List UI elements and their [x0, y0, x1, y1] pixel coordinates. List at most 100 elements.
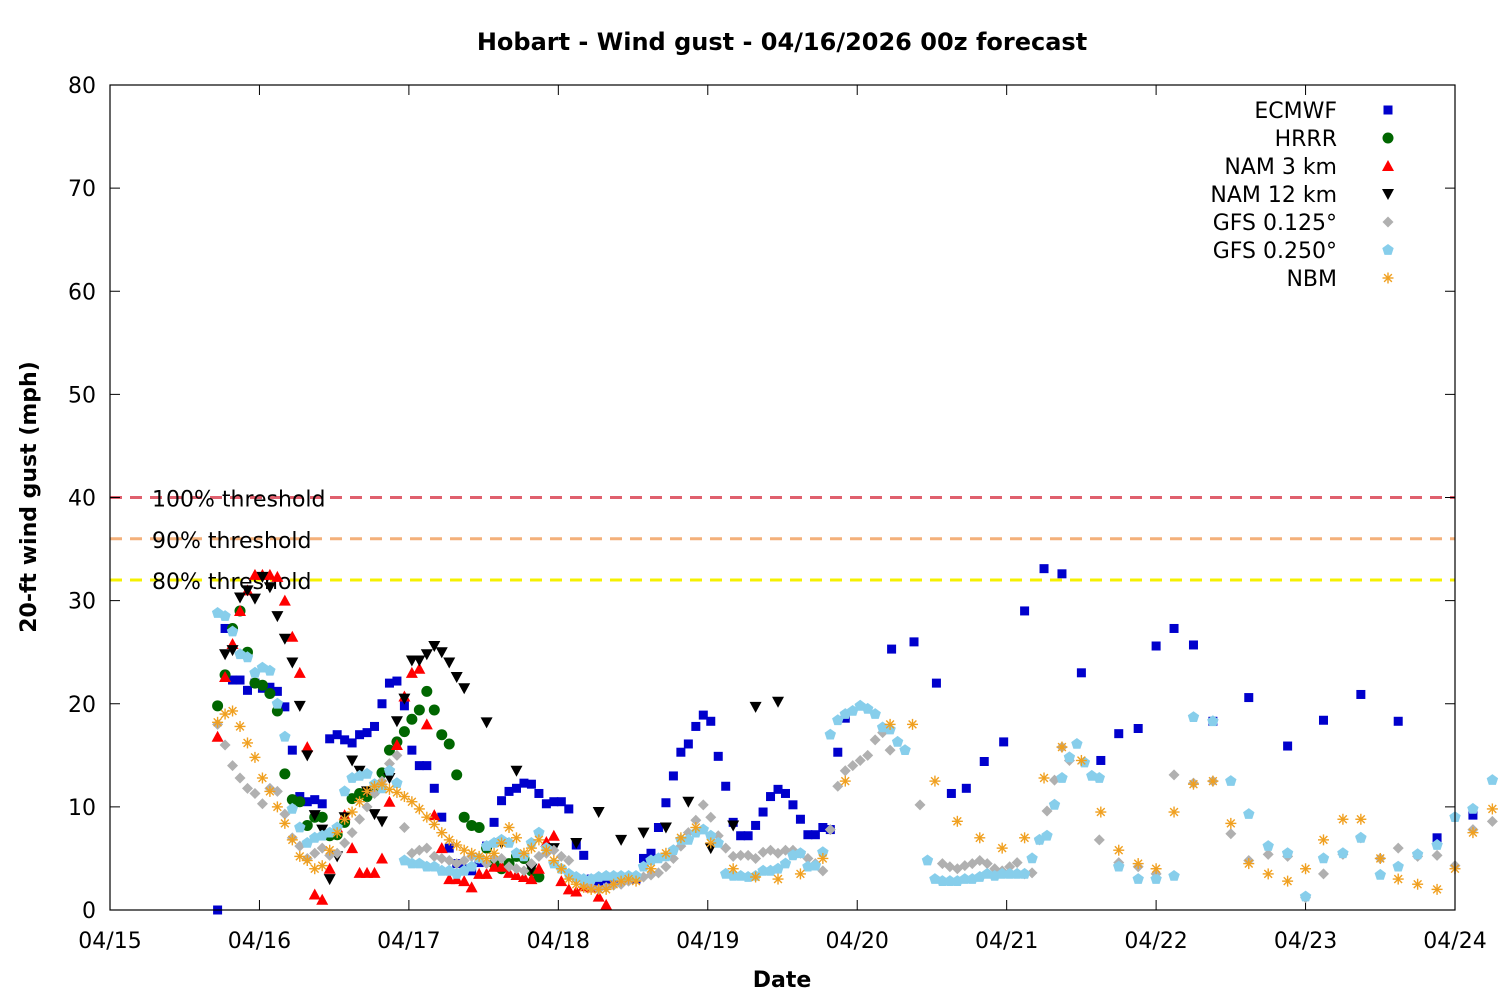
- data-point: [271, 570, 284, 582]
- data-point: [519, 778, 529, 788]
- legend-label: NAM 3 km: [1224, 155, 1337, 180]
- data-point: [466, 847, 478, 859]
- data-point: [495, 860, 508, 872]
- data-point: [600, 870, 612, 881]
- data-point: [398, 726, 410, 738]
- data-point: [420, 649, 433, 661]
- data-point: [639, 853, 649, 863]
- data-point: [517, 871, 530, 882]
- data-point: [668, 771, 678, 781]
- data-point: [308, 888, 321, 900]
- data-point: [1486, 774, 1499, 785]
- data-point: [555, 863, 567, 875]
- data-point: [398, 791, 410, 803]
- data-point: [368, 866, 381, 878]
- data-point: [331, 827, 343, 839]
- data-point: [421, 860, 433, 872]
- data-point: [750, 871, 762, 883]
- data-point: [887, 644, 897, 654]
- data-point: [1150, 873, 1162, 884]
- data-point: [1011, 857, 1023, 869]
- y-tick-label: 40: [68, 487, 96, 512]
- data-point: [1412, 878, 1424, 890]
- x-tick-label: 04/24: [1423, 929, 1486, 954]
- data-point: [339, 813, 351, 825]
- data-point: [264, 687, 276, 699]
- data-point: [324, 844, 336, 856]
- data-point: [1299, 890, 1312, 902]
- data-point: [265, 682, 275, 692]
- data-point: [443, 657, 456, 669]
- data-point: [1187, 711, 1200, 722]
- data-point: [683, 739, 693, 749]
- data-point: [301, 837, 313, 848]
- data-point: [667, 844, 680, 855]
- x-axis-label: Date: [753, 968, 812, 993]
- data-point: [1374, 868, 1386, 880]
- data-point: [974, 832, 986, 844]
- data-point: [228, 675, 238, 685]
- data-point: [563, 873, 575, 885]
- data-point: [1003, 867, 1016, 879]
- data-point: [451, 769, 463, 781]
- data-point: [302, 797, 312, 807]
- data-point: [533, 871, 545, 883]
- y-tick-label: 50: [68, 383, 96, 408]
- y-tick-label: 60: [68, 280, 96, 305]
- data-point: [443, 738, 455, 750]
- data-point: [578, 873, 590, 884]
- data-point: [428, 704, 440, 716]
- data-point: [241, 585, 254, 597]
- data-point: [698, 710, 708, 720]
- data-point: [405, 666, 418, 678]
- data-point: [810, 830, 820, 840]
- data-point: [355, 730, 365, 740]
- x-tick-label: 04/15: [78, 929, 141, 954]
- data-point: [1356, 689, 1366, 699]
- data-point: [339, 837, 351, 849]
- data-point: [428, 818, 440, 830]
- chart-title: Hobart - Wind gust - 04/16/2026 00z fore…: [477, 28, 1087, 56]
- data-point: [377, 699, 387, 709]
- data-point: [630, 875, 642, 887]
- data-point: [1281, 847, 1294, 859]
- data-point: [772, 696, 785, 708]
- data-point: [242, 685, 252, 695]
- y-axis-ticks: 0 10 20 30 40 50 60 70 80: [68, 74, 1455, 924]
- data-point: [398, 693, 411, 705]
- data-point: [473, 822, 485, 833]
- data-point: [264, 785, 276, 797]
- data-point: [511, 783, 521, 793]
- legend-label: GFS 0.125°: [1213, 211, 1337, 236]
- data-point: [1262, 840, 1274, 851]
- data-point: [691, 721, 701, 731]
- data-point: [1020, 606, 1030, 616]
- legend: ECMWF HRRR NAM 3 km NAM 12 km GFS 0.125° GFS …: [1210, 99, 1394, 292]
- data-point: [824, 824, 836, 836]
- data-point: [436, 827, 448, 839]
- data-point: [1168, 806, 1180, 818]
- legend-marker: [1382, 216, 1394, 228]
- data-point: [1132, 873, 1144, 884]
- data-point: [579, 850, 589, 860]
- data-point: [286, 630, 299, 642]
- data-point: [961, 783, 971, 793]
- data-point: [661, 798, 671, 808]
- data-point: [1039, 564, 1049, 574]
- y-tick-label: 80: [68, 74, 96, 99]
- data-point: [817, 846, 829, 858]
- data-point: [697, 823, 709, 835]
- data-point: [241, 782, 253, 794]
- data-point: [1317, 834, 1329, 846]
- threshold-label: 80% threshold: [152, 570, 312, 595]
- data-point: [907, 718, 919, 730]
- data-point: [824, 728, 836, 740]
- data-point: [278, 594, 291, 606]
- data-point: [1011, 867, 1023, 879]
- data-point: [301, 741, 314, 753]
- data-point: [1262, 848, 1274, 860]
- data-point: [592, 890, 605, 902]
- y-axis-label: 20-ft wind gust (mph): [17, 361, 42, 633]
- legend-marker: [1382, 160, 1394, 171]
